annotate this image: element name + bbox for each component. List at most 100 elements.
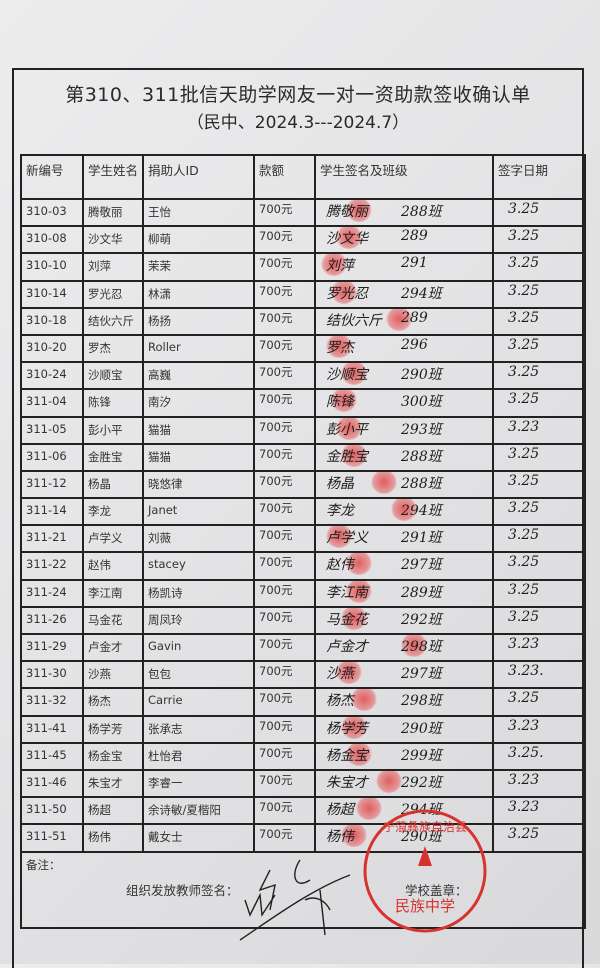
row-signature: 杨金宝 299班 (314, 741, 494, 771)
handwritten-date: 3.23 (508, 717, 540, 734)
handwritten-class: 294班 (401, 285, 442, 302)
row-amount: 700元 (253, 796, 316, 826)
handwritten-date: 3.25 (508, 472, 540, 489)
row-signature: 沙燕 297班 (314, 660, 494, 690)
notes-row: 备注： (20, 850, 586, 929)
header-row: 新编号 学生姓名 捐助人ID 款额 学生签名及班级 签字日期 (20, 154, 586, 200)
handwritten-name: 卢金才 (326, 639, 368, 655)
handwritten-date: 3.25 (508, 391, 540, 408)
fingerprint-mark (331, 391, 357, 413)
row-donor-id: 杨扬 (142, 306, 255, 336)
row-student-name: 结伙六斤 (82, 306, 144, 336)
handwritten-class: 290班 (401, 367, 442, 384)
row-id: 310-08 (20, 225, 84, 255)
row-amount: 700元 (253, 252, 316, 282)
row-id: 311-32 (20, 687, 84, 717)
row-donor-id: 王怡 (142, 197, 255, 228)
school-stamp: 宁蒗彝族自治县 民族中学 (363, 809, 487, 933)
row-id: 310-03 (20, 197, 84, 228)
handwritten-date: 3.25 (508, 826, 540, 843)
row-amount: 700元 (253, 768, 316, 799)
fingerprint-mark (346, 554, 372, 576)
handwritten-date: 3.25 (508, 364, 540, 381)
handwritten-date: 3.25 (508, 690, 540, 707)
row-date: 3.23. (492, 660, 586, 690)
row-amount: 700元 (253, 306, 316, 336)
row-donor-id: 余诗敏/夏楷阳 (142, 796, 255, 826)
row-id: 311-12 (20, 469, 84, 500)
table-row: 311-41 杨学芳 张承志 700元 杨学芳 290班 3.23 (20, 714, 586, 744)
handwritten-date: 3.25 (508, 336, 540, 353)
row-id: 311-26 (20, 605, 84, 636)
table-row: 311-14 李龙 Janet 700元 李龙 294班 3.25 (20, 497, 586, 527)
row-amount: 700元 (253, 225, 316, 255)
row-donor-id: 柳萌 (142, 225, 255, 255)
row-id: 311-30 (20, 660, 84, 690)
table-row: 310-20 罗杰 Roller 700元 罗杰 296 3.25 (20, 333, 586, 364)
row-signature: 卢学义 291班 (314, 524, 494, 554)
row-amount: 700元 (253, 197, 316, 228)
table-row: 311-05 彭小平 猫猫 700元 彭小平 293班 3.23 (20, 415, 586, 445)
row-student-name: 腾敬丽 (82, 197, 144, 228)
row-date: 3.25 (492, 197, 586, 228)
handwritten-name: 朱宝才 (326, 774, 368, 791)
handwritten-class: 292班 (401, 611, 442, 628)
row-student-name: 沙顺宝 (82, 361, 144, 391)
row-donor-id: 猫猫 (142, 415, 255, 445)
row-donor-id: 晓悠律 (142, 469, 255, 500)
handwritten-class: 292班 (401, 774, 442, 791)
handwritten-date: 3.25 (508, 554, 540, 571)
handwritten-name: 彭小平 (326, 421, 368, 438)
table-row: 311-30 沙燕 包包 700元 沙燕 297班 3.23. (20, 660, 586, 690)
row-signature: 杨晶 288班 (314, 469, 494, 500)
row-signature: 杨超 294班 (314, 796, 494, 826)
fingerprint-mark (331, 282, 357, 304)
handwritten-name: 李龙 (326, 503, 354, 520)
handwritten-class: 297班 (401, 666, 442, 683)
table-row: 311-06 金胜宝 猫猫 700元 金胜宝 288班 3.25 (20, 442, 586, 472)
row-amount: 700元 (253, 660, 316, 690)
row-signature: 卢金才 298班 (314, 632, 494, 663)
fingerprint-mark (346, 744, 372, 766)
row-student-name: 陈锋 (82, 388, 144, 418)
row-student-name: 杨金宝 (82, 741, 144, 771)
row-donor-id: 刘薇 (142, 524, 255, 554)
handwritten-class: 288班 (401, 448, 442, 465)
handwritten-class: 296 (401, 336, 428, 353)
row-date: 3.25 (492, 524, 586, 554)
fingerprint-mark (321, 255, 347, 277)
handwritten-name: 李江南 (326, 584, 368, 601)
row-id: 311-04 (20, 388, 84, 418)
handwritten-date: 3.23 (508, 799, 540, 816)
row-amount: 700元 (253, 605, 316, 636)
row-student-name: 罗杰 (82, 333, 144, 364)
handwritten-name: 陈锋 (326, 394, 354, 411)
row-signature: 罗光忍 294班 (314, 279, 494, 309)
row-id: 310-14 (20, 279, 84, 309)
row-date: 3.25 (492, 469, 586, 500)
row-date: 3.23 (492, 415, 586, 445)
row-id: 310-18 (20, 306, 84, 336)
handwritten-name: 罗光忍 (326, 285, 368, 302)
row-signature: 罗杰 296 (314, 333, 494, 364)
row-amount: 700元 (253, 469, 316, 500)
handwritten-class: 288班 (401, 204, 442, 220)
row-date: 3.25 (492, 306, 586, 336)
row-donor-id: Janet (142, 497, 255, 527)
row-student-name: 杨学芳 (82, 714, 144, 744)
fingerprint-mark (336, 228, 362, 250)
handwritten-class: 289 (401, 309, 428, 326)
row-student-name: 朱宝才 (82, 768, 144, 799)
row-donor-id: 张承志 (142, 714, 255, 744)
row-date: 3.23 (492, 632, 586, 663)
row-donor-id: 猫猫 (142, 442, 255, 472)
row-id: 311-46 (20, 768, 84, 799)
handwritten-name: 杨杰 (326, 693, 354, 710)
row-donor-id: 包包 (142, 660, 255, 690)
svg-text:民族中学: 民族中学 (395, 897, 455, 915)
row-date: 3.25 (492, 687, 586, 717)
row-donor-id: 高巍 (142, 361, 255, 391)
row-date: 3.25 (492, 823, 586, 853)
row-id: 311-41 (20, 714, 84, 744)
row-student-name: 沙燕 (82, 660, 144, 690)
